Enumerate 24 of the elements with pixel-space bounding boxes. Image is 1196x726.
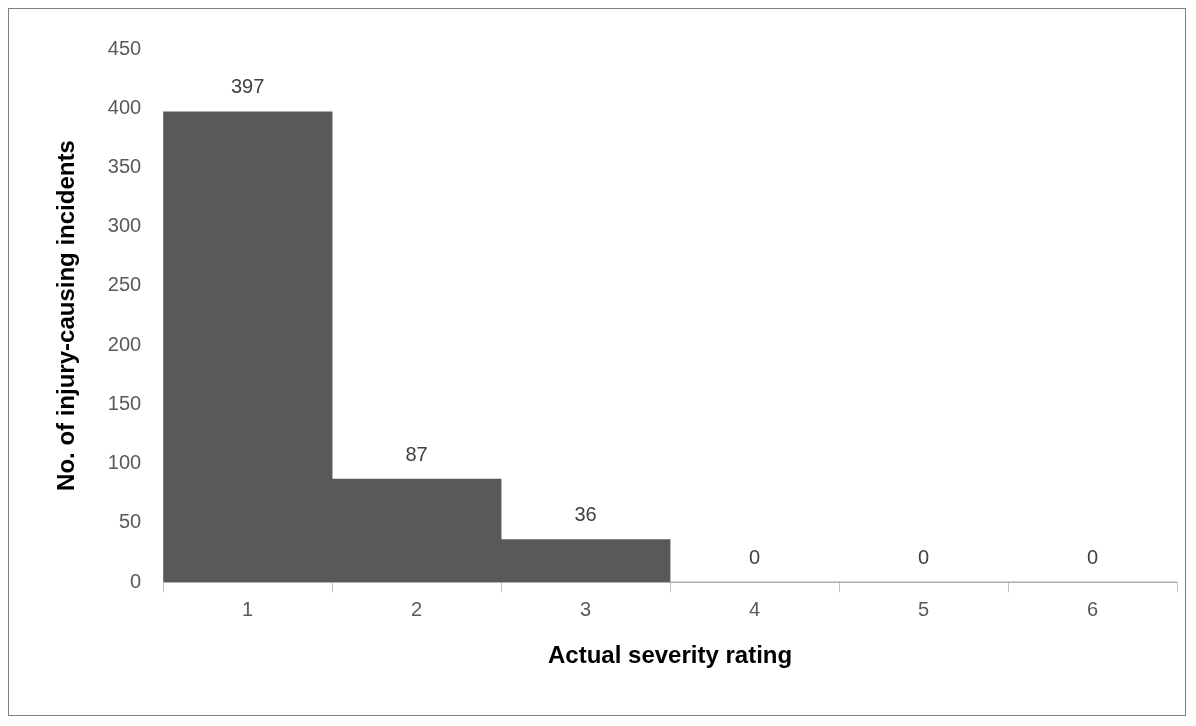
data-label: 87 [405,442,428,465]
x-axis-title: Actual severity rating [548,641,793,669]
y-tick-label: 300 [107,214,142,237]
data-label: 36 [574,503,597,526]
y-axis-title: No. of injury-causing incidents [52,140,80,491]
data-label: 0 [917,545,930,568]
x-tick-label: 5 [917,597,930,620]
y-tick-label: 250 [107,273,142,296]
x-tick-label: 4 [749,597,761,620]
y-tick-label: 150 [107,391,142,414]
y-tick-label: 400 [107,95,142,118]
data-label: 397 [230,75,265,98]
x-tick-label: 3 [580,597,592,620]
y-tick-label: 450 [107,36,142,59]
y-tick-label: 100 [107,451,142,474]
x-tick-label: 6 [1086,597,1099,620]
data-label: 0 [1086,545,1099,568]
y-tick-label: 200 [107,332,142,355]
x-tick-label: 2 [411,597,423,620]
y-tick-label: 50 [118,510,142,533]
x-tick-label: 1 [242,597,254,620]
y-tick-label: 350 [107,155,142,177]
y-tick-label: 0 [130,569,142,592]
data-label: 0 [749,545,761,568]
